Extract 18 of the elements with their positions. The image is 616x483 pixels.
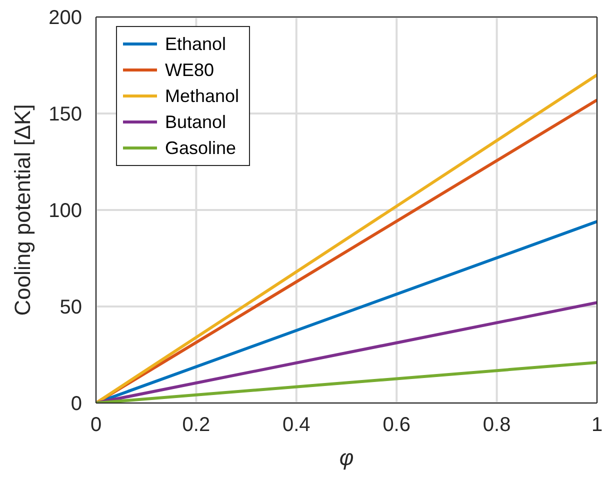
x-tick-label: 0.2 (182, 414, 210, 436)
legend-label: Methanol (165, 85, 240, 108)
legend-label: WE80 (165, 59, 214, 82)
x-tick-label: 0.4 (282, 414, 310, 436)
legend-label: Butanol (165, 111, 226, 134)
y-tick-label: 50 (60, 296, 82, 319)
y-tick-label: 150 (48, 104, 82, 126)
x-tick-label: 0 (90, 414, 102, 436)
legend-label: Ethanol (165, 33, 226, 56)
y-tick-label: 200 (48, 7, 82, 30)
y-axis-title: Cooling potential [ΔK] (10, 104, 35, 316)
x-axis-title: φ (339, 445, 354, 470)
y-tick-label: 0 (70, 393, 82, 416)
x-tick-label: 1 (591, 414, 603, 436)
x-tick-label: 0.8 (482, 414, 511, 436)
legend-label: Gasoline (165, 137, 236, 160)
x-tick-label: 0.6 (382, 414, 411, 436)
y-tick-label: 100 (48, 200, 82, 222)
